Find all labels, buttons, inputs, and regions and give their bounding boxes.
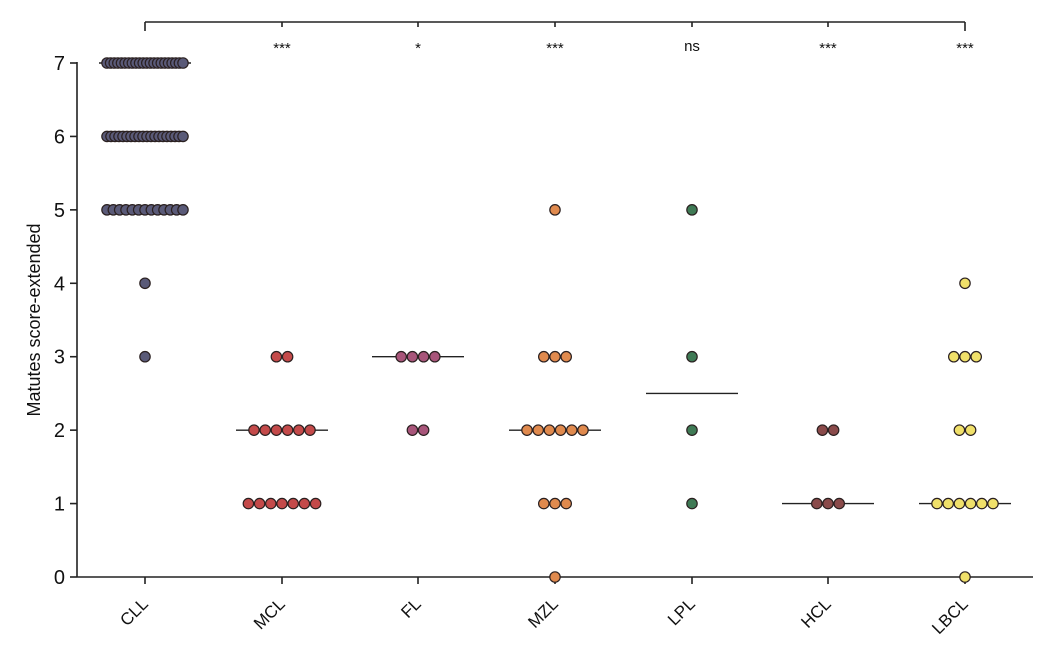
x-tick-label-fl: FL (397, 594, 424, 621)
data-point (248, 424, 260, 436)
y-tick-label: 5 (54, 200, 65, 222)
significance-label-hcl: *** (819, 40, 837, 57)
data-point (959, 277, 971, 290)
data-point (964, 424, 977, 436)
data-point (532, 424, 544, 436)
data-point (270, 424, 283, 436)
significance-bracket: *** * *** ns *** *** (144, 21, 974, 57)
data-point (417, 350, 430, 363)
y-axis-title: Matutes score-extended (24, 223, 44, 416)
data-point (177, 130, 189, 143)
data-point (987, 497, 999, 510)
data-point (964, 497, 977, 510)
data-point (276, 497, 288, 510)
data-point (953, 497, 966, 510)
data-point (177, 57, 189, 69)
data-point (537, 497, 550, 510)
data-point (259, 424, 271, 436)
data-point (281, 350, 294, 363)
x-tick-label-lpl: LPL (664, 594, 699, 629)
data-point (395, 350, 407, 363)
data-point (242, 497, 255, 510)
data-point (406, 350, 419, 363)
y-tick-label: 4 (54, 273, 65, 295)
data-point (827, 424, 840, 436)
significance-label-lpl: ns (684, 38, 700, 55)
data-point (549, 571, 561, 583)
significance-label-mcl: *** (273, 40, 291, 57)
x-tick-label-lbcl: LBCL (928, 594, 972, 638)
series-hcl (782, 424, 874, 510)
data-point (309, 497, 322, 510)
data-point (565, 424, 578, 436)
data-point (406, 424, 419, 436)
data-point (281, 424, 294, 436)
x-tick-label-mcl: MCL (250, 594, 289, 633)
data-point (549, 497, 561, 510)
data-point (292, 424, 305, 436)
data-point (959, 571, 971, 583)
data-point (139, 350, 151, 363)
data-point (686, 424, 698, 436)
data-point (931, 497, 943, 510)
significance-label-fl: * (415, 40, 421, 57)
significance-label-lbcl: *** (956, 40, 974, 57)
y-tick-label: 2 (54, 420, 65, 442)
series-mzl (509, 204, 601, 583)
y-tick-label: 6 (54, 126, 65, 148)
data-point (287, 497, 299, 510)
data-point (822, 497, 834, 510)
data-point (560, 350, 572, 363)
data-point (686, 497, 698, 510)
data-point (549, 350, 561, 363)
data-point (537, 350, 550, 363)
data-point (947, 350, 960, 363)
data-point (686, 350, 698, 363)
x-tick-label-cll: CLL (116, 594, 151, 629)
y-tick-label: 3 (54, 347, 65, 369)
data-point (833, 497, 845, 510)
data-point (810, 497, 823, 510)
series-mcl (236, 350, 328, 510)
data-point (521, 424, 533, 436)
y-tick-label: 0 (54, 567, 65, 589)
x-tick-label-mzl: MZL (524, 594, 561, 631)
series-cll (99, 57, 191, 363)
data-point (543, 424, 556, 436)
y-tick-label: 1 (54, 494, 65, 516)
data-point (816, 424, 829, 436)
data-point (549, 204, 561, 216)
series-lbcl (919, 277, 1011, 583)
data-point (139, 277, 151, 290)
data-point (417, 424, 430, 436)
series-lpl (646, 204, 738, 510)
y-tick-label: 7 (54, 53, 65, 75)
series-fl (372, 350, 464, 436)
data-point (177, 204, 189, 216)
data-point (942, 497, 954, 510)
significance-label-mzl: *** (546, 40, 564, 57)
data-point (554, 424, 567, 436)
data-point (264, 497, 277, 510)
x-tick-label-hcl: HCL (797, 594, 834, 631)
data-point (953, 424, 966, 436)
data-point (428, 350, 441, 363)
data-point (577, 424, 589, 436)
data-point (959, 350, 971, 363)
data-point (970, 350, 982, 363)
data-point (253, 497, 266, 510)
data-point (686, 204, 698, 216)
data-point (270, 350, 283, 363)
data-point (975, 497, 988, 510)
data-point (560, 497, 572, 510)
data-point (298, 497, 311, 510)
data-point (304, 424, 316, 436)
